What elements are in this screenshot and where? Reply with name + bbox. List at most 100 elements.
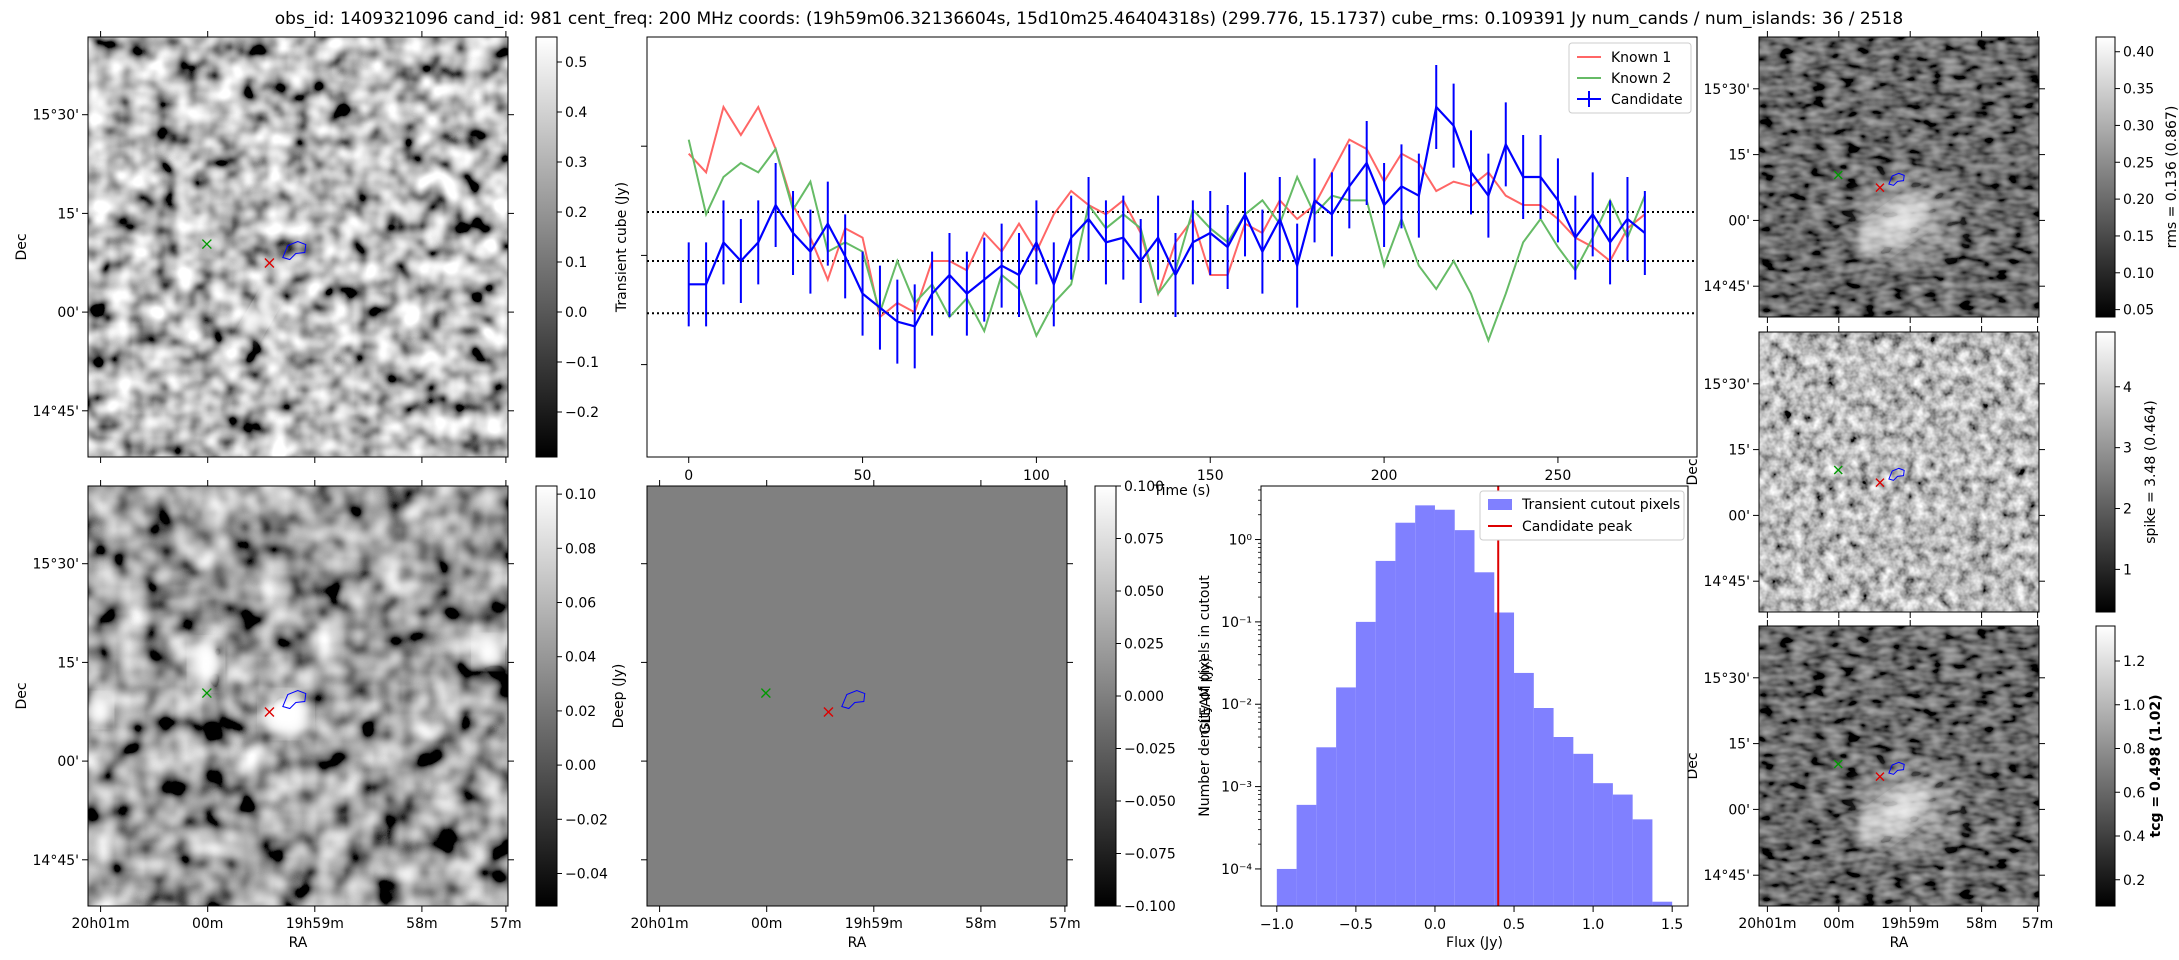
spike-panel: 15°30' 15' 00' 14°45' Dec — [1685, 326, 2045, 618]
x-tick-label: 0.5 — [1503, 917, 1525, 933]
histogram-bar — [1276, 868, 1297, 906]
histogram-bar — [1336, 687, 1356, 906]
transient-cube-image — [88, 37, 508, 457]
histogram-bar — [1612, 794, 1633, 906]
ra-tick-label: 20h01m — [631, 916, 689, 932]
histogram-bar — [1434, 509, 1455, 906]
ra-tick-label: 19h59m — [1881, 916, 1939, 932]
known1-series — [687, 104, 1646, 319]
colorbar-tick-label: 1 — [2123, 562, 2132, 578]
histogram-bar — [1395, 522, 1416, 906]
x-tick-label: 0 — [684, 468, 693, 484]
candidate-marker — [264, 257, 275, 268]
colorbar-tick-label: 0.2 — [565, 205, 587, 221]
x-tick-label: 1.5 — [1661, 917, 1683, 933]
y-tick-label: 10⁻⁴ — [1221, 862, 1252, 878]
colorbar-label: Transient cube (Jy) — [614, 182, 630, 313]
legend-label: Known 1 — [1611, 50, 1671, 66]
colorbar-tick-label: −0.075 — [1124, 847, 1176, 863]
colorbar-tick-label: 0.3 — [565, 155, 587, 171]
gleam-panel: 20h01m 00m 19h59m 58m 57m RA — [631, 480, 1081, 951]
histogram-bar — [1375, 560, 1396, 906]
y-tick-label: 10⁰ — [1229, 533, 1253, 549]
dec-tick-label: 00' — [1728, 213, 1750, 229]
ra-axis-label: RA — [848, 935, 867, 951]
dec-tick-label: 15' — [57, 655, 79, 671]
colorbar-label: tcg = 0.498 (1.02) — [2148, 695, 2164, 838]
dec-axis-label: Dec — [14, 233, 30, 260]
colorbar-tick-label: 0.20 — [2123, 192, 2154, 208]
dec-tick-label: 15°30' — [33, 557, 79, 573]
dec-tick-label: 15' — [1728, 443, 1750, 459]
dec-tick-label: 15°30' — [1704, 377, 1750, 393]
spike-colorbar: 4 3 2 1 spike = 3.48 (0.464) — [2095, 331, 2159, 613]
y-tick-label: 10⁻³ — [1221, 780, 1252, 796]
lightcurve-frame — [646, 36, 1698, 458]
x-tick-label: −1.0 — [1260, 917, 1294, 933]
candidate-marker — [1875, 772, 1885, 782]
colorbar-tick-label: 0.04 — [565, 650, 596, 666]
dec-tick-label: 15°30' — [33, 108, 79, 124]
dec-tick-label: 00' — [57, 754, 79, 770]
ra-tick-label: 00m — [192, 916, 223, 932]
y-axis-label: Number density of pixels in cutout — [1197, 575, 1213, 817]
colorbar-gradient — [535, 36, 558, 458]
colorbar-tick-label: −0.2 — [565, 405, 599, 421]
ra-tick-label: 58m — [965, 916, 996, 932]
known-source-marker — [1833, 465, 1843, 475]
colorbar-tick-label: 0.000 — [1124, 689, 1164, 705]
y-tick-label: 10⁻¹ — [1221, 615, 1252, 631]
candidate-contour — [1888, 172, 1905, 186]
transient-cube-panel: 15°30' 15' 00' 14°45' Dec — [14, 31, 514, 463]
colorbar-tick-label: 0.075 — [1124, 532, 1164, 548]
known2-series — [687, 139, 1646, 344]
dec-tick-label: 00' — [1728, 802, 1750, 818]
candidate-marker — [264, 706, 275, 717]
colorbar-label: Deep (Jy) — [611, 664, 627, 729]
colorbar-tick-label: 1.0 — [2123, 698, 2145, 714]
colorbar-tick-label: 0.5 — [565, 55, 587, 71]
colorbar-tick-label: 0.40 — [2123, 45, 2154, 61]
colorbar-tick-label: 0.08 — [565, 541, 596, 557]
colorbar-tick-label: 0.4 — [565, 105, 587, 121]
legend-label: Known 2 — [1611, 71, 1671, 87]
ra-tick-label: 00m — [1823, 916, 1854, 932]
colorbar-label: rms = 0.136 (0.867) — [2164, 106, 2179, 249]
x-axis-label: Time (s) — [1153, 483, 1211, 499]
colorbar-tick-label: −0.04 — [565, 866, 608, 882]
histogram-bar — [1553, 737, 1574, 906]
dec-tick-label: 15' — [57, 206, 79, 222]
colorbar-tick-label: −0.050 — [1124, 794, 1176, 810]
colorbar-tick-label: 0.15 — [2123, 229, 2154, 245]
legend-label: Candidate peak — [1522, 519, 1633, 535]
ra-tick-label: 00m — [751, 916, 782, 932]
ra-tick-label: 20h01m — [1738, 916, 1796, 932]
known-source-marker — [1833, 170, 1843, 180]
ra-tick-label: 58m — [406, 916, 437, 932]
dec-tick-label: 15' — [1728, 148, 1750, 164]
x-tick-label: 200 — [1371, 468, 1398, 484]
colorbar-label: GLEAM (Jy) — [1198, 658, 1214, 735]
dec-tick-label: 15°30' — [1704, 82, 1750, 98]
histogram-bar — [1593, 783, 1613, 906]
x-tick-label: 1.0 — [1582, 917, 1604, 933]
colorbar-tick-label: 0.100 — [1124, 479, 1164, 495]
x-tick-label: −0.5 — [1339, 917, 1373, 933]
histogram-frame — [1260, 485, 1689, 907]
colorbar-tick-label: −0.025 — [1124, 742, 1176, 758]
dec-tick-label: 15°30' — [1704, 671, 1750, 687]
rms-image — [1759, 37, 2039, 317]
candidate-contour — [282, 240, 307, 261]
ra-axis-label: RA — [289, 935, 308, 951]
x-tick-label: 100 — [1023, 468, 1050, 484]
histogram-bar — [1652, 901, 1673, 906]
ra-tick-label: 57m — [1049, 916, 1080, 932]
ra-axis-label: RA — [1890, 935, 1909, 951]
legend-box — [1568, 42, 1692, 114]
colorbar-gradient — [2095, 331, 2116, 613]
known-source-marker — [1833, 759, 1843, 769]
y-tick-label: 10⁻² — [1221, 697, 1252, 713]
dec-axis-label: Dec — [1685, 458, 1701, 485]
known-source-marker — [760, 688, 771, 699]
colorbar-tick-label: 0.1 — [565, 255, 587, 271]
